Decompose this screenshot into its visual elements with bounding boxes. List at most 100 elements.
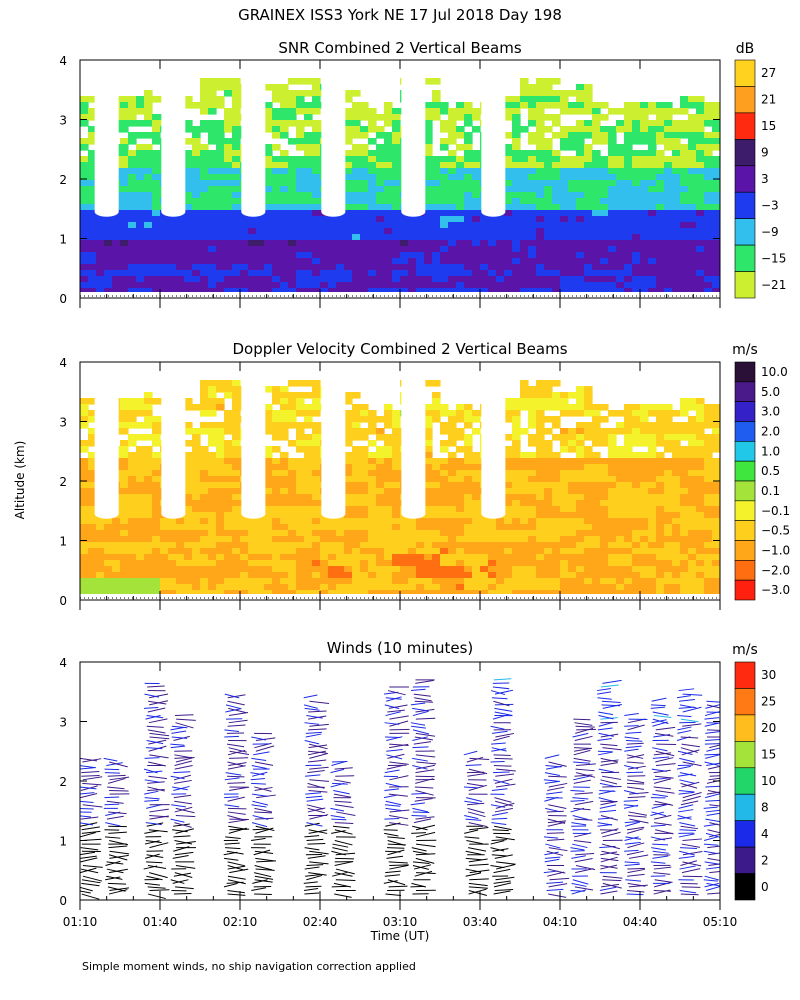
heatmap-cell [704, 410, 713, 417]
heatmap-cell [320, 288, 329, 295]
heatmap-cell [376, 246, 385, 253]
heatmap-cell [680, 240, 689, 247]
heatmap-cell [128, 120, 137, 127]
heatmap-cell [368, 126, 377, 133]
heatmap-cell [248, 282, 257, 289]
heatmap-cell [216, 282, 225, 289]
heatmap-cell [88, 204, 97, 211]
heatmap-cell [624, 252, 633, 259]
heatmap-cell [672, 536, 681, 543]
heatmap-cell [712, 126, 720, 133]
heatmap-cell [384, 264, 393, 271]
heatmap-cell [128, 470, 137, 477]
heatmap-cell [368, 440, 377, 447]
heatmap-cell [120, 404, 129, 411]
heatmap-cell [616, 252, 625, 259]
heatmap-cell [120, 264, 129, 271]
heatmap-cell [120, 536, 129, 543]
heatmap-cell [184, 192, 193, 199]
heatmap-cell [600, 126, 609, 133]
heatmap-cell [696, 416, 705, 423]
heatmap-cell [520, 210, 529, 217]
heatmap-cell [384, 210, 393, 217]
heatmap-cell [152, 210, 161, 217]
heatmap-cell [504, 102, 513, 109]
heatmap-cell [632, 404, 641, 411]
heatmap-cell [352, 458, 361, 465]
heatmap-cell [248, 518, 257, 525]
heatmap-cell [424, 470, 433, 477]
heatmap-cell [456, 416, 465, 423]
heatmap-cell [136, 518, 145, 525]
heatmap-cell [272, 434, 281, 441]
heatmap-cell [672, 228, 681, 235]
heatmap-cell [208, 228, 217, 235]
heatmap-cell [680, 554, 689, 561]
heatmap-cell [392, 488, 401, 495]
heatmap-cell [120, 120, 129, 127]
heatmap-cell [120, 126, 129, 133]
heatmap-cell [96, 578, 105, 585]
heatmap-cell [648, 428, 657, 435]
heatmap-cell [296, 264, 305, 271]
heatmap-cell [616, 410, 625, 417]
heatmap-cell [184, 228, 193, 235]
heatmap-cell [440, 542, 449, 549]
heatmap-cell [584, 150, 593, 157]
heatmap-cell [96, 288, 105, 295]
heatmap-cell [464, 470, 473, 477]
heatmap-cell [216, 572, 225, 579]
heatmap-cell [560, 204, 569, 211]
heatmap-cell [192, 542, 201, 549]
heatmap-cell [264, 150, 273, 157]
heatmap-cell [656, 264, 665, 271]
heatmap-cell [232, 96, 241, 103]
heatmap-cell [456, 404, 465, 411]
heatmap-cell [712, 198, 720, 205]
heatmap-cell [216, 494, 225, 501]
heatmap-cell [144, 536, 153, 543]
heatmap-cell [560, 506, 569, 513]
heatmap-cell [352, 204, 361, 211]
heatmap-cell [264, 84, 273, 91]
heatmap-cell [432, 506, 441, 513]
heatmap-cell [560, 144, 569, 151]
heatmap-cell [688, 416, 697, 423]
heatmap-cell [536, 530, 545, 537]
heatmap-cell [120, 518, 129, 525]
heatmap-cell [312, 246, 321, 253]
heatmap-cell [528, 566, 537, 573]
heatmap-cell [480, 264, 489, 271]
heatmap-cell [216, 156, 225, 163]
heatmap-cell [328, 566, 337, 573]
heatmap-cell [592, 548, 601, 555]
heatmap-cell [128, 282, 137, 289]
heatmap-cell [312, 422, 321, 429]
heatmap-cell [200, 530, 209, 537]
heatmap-cell [672, 192, 681, 199]
heatmap-cell [672, 132, 681, 139]
heatmap-cell [224, 108, 233, 115]
heatmap-cell [328, 216, 337, 223]
snr-panel-title: SNR Combined 2 Vertical Beams [278, 39, 521, 57]
heatmap-cell [152, 192, 161, 199]
heatmap-cell [488, 264, 497, 271]
heatmap-cell [384, 270, 393, 277]
heatmap-cell [704, 168, 713, 175]
heatmap-cell [664, 228, 673, 235]
heatmap-cell [344, 186, 353, 193]
heatmap-cell [496, 246, 505, 253]
heatmap-cell [120, 180, 129, 187]
heatmap-cell [256, 554, 265, 561]
heatmap-cell [88, 572, 97, 579]
heatmap-cell [216, 288, 225, 295]
heatmap-cell [568, 126, 577, 133]
heatmap-cell [80, 240, 89, 247]
heatmap-cell [472, 180, 481, 187]
heatmap-cell [712, 282, 720, 289]
heatmap-cell [648, 216, 657, 223]
heatmap-cell [144, 288, 153, 295]
heatmap-cell [344, 252, 353, 259]
heatmap-cell [272, 392, 281, 399]
heatmap-cell [144, 566, 153, 573]
